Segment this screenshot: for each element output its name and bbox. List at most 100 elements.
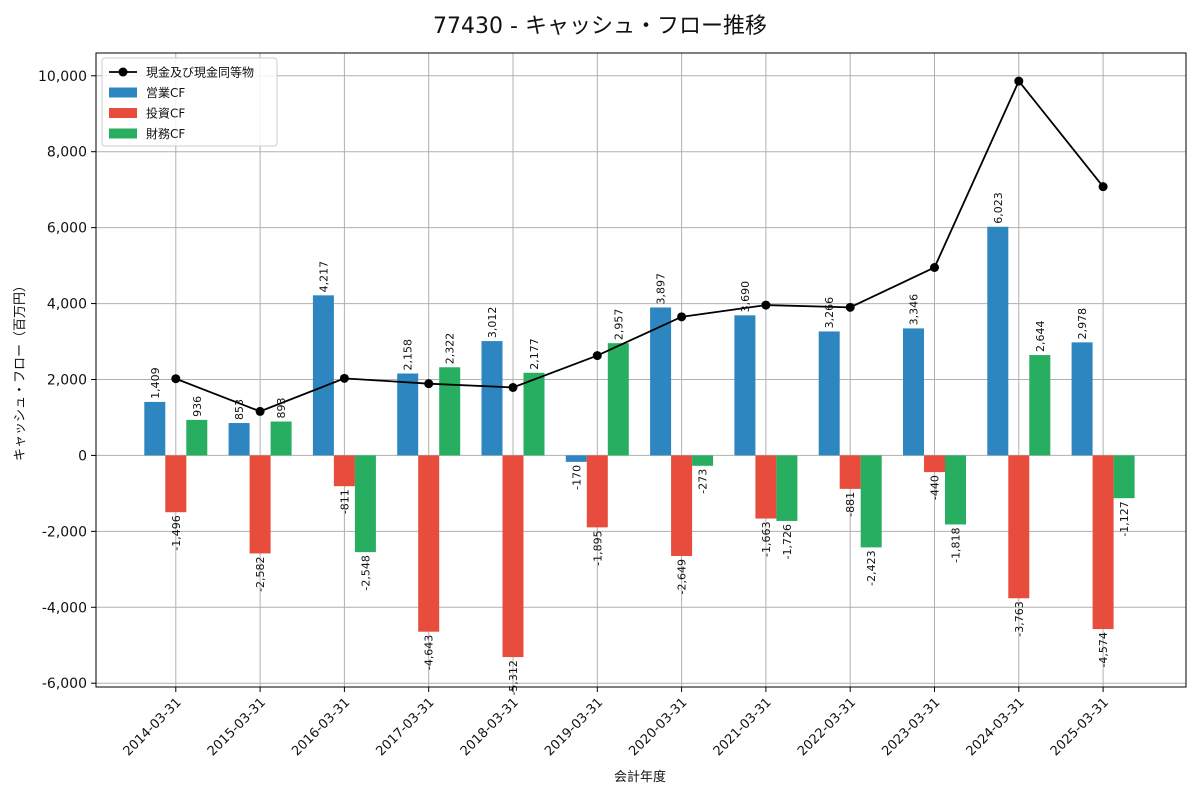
x-tick-label: 2025-03-31 xyxy=(1048,695,1112,759)
bar-value-label: -881 xyxy=(844,492,857,517)
bar-投資CF xyxy=(165,455,187,513)
bars-layer xyxy=(144,226,1135,658)
bar-value-label: -170 xyxy=(570,465,583,490)
x-tick-label: 2018-03-31 xyxy=(458,695,522,759)
plot-frame xyxy=(95,52,1187,688)
y-tick-label: 10,000 xyxy=(38,69,87,85)
x-tick-label: 2015-03-31 xyxy=(205,695,269,759)
cash-equivalents-point xyxy=(1098,182,1108,192)
bar-value-label: 2,957 xyxy=(612,309,625,341)
bar-営業CF xyxy=(650,307,672,456)
bar-value-label: 853 xyxy=(233,399,246,420)
bar-営業CF xyxy=(818,331,840,456)
y-axis-label: キャッシュ・フロー（百万円） xyxy=(13,279,28,461)
bar-value-label: 3,690 xyxy=(739,281,752,313)
bar-営業CF xyxy=(481,341,503,456)
x-tick-label: 2020-03-31 xyxy=(626,695,690,759)
bar-投資CF xyxy=(924,455,945,473)
bar-投資CF xyxy=(839,455,861,489)
cash-equivalents-point xyxy=(424,379,434,389)
bar-財務CF xyxy=(354,455,376,553)
bar-投資CF xyxy=(1008,455,1030,599)
x-tick-label: 2014-03-31 xyxy=(121,695,185,759)
bar-投資CF xyxy=(755,455,777,519)
bar-value-label: 2,978 xyxy=(1076,308,1089,340)
bar-value-label: 1,409 xyxy=(149,367,162,399)
bar-value-label: -2,582 xyxy=(254,556,267,591)
bar-value-label: -3,763 xyxy=(1013,601,1026,636)
cash-equivalents-point xyxy=(845,302,855,312)
y-tick-label: 2,000 xyxy=(47,372,87,388)
bar-営業CF xyxy=(734,315,756,456)
x-tick-label: 2016-03-31 xyxy=(289,695,353,759)
bar-財務CF xyxy=(1029,355,1051,456)
bar-投資CF xyxy=(671,455,693,556)
bar-value-label: 2,322 xyxy=(444,333,457,365)
bar-財務CF xyxy=(776,455,798,521)
cash-equivalents-line xyxy=(175,79,1104,413)
x-tick-label: 2022-03-31 xyxy=(795,695,859,759)
x-tick-label: 2024-03-31 xyxy=(964,695,1028,759)
bar-value-label: 3,897 xyxy=(655,273,668,305)
legend-box xyxy=(101,57,278,147)
bar-営業CF xyxy=(565,455,587,462)
bar-value-label: 2,644 xyxy=(1034,321,1047,353)
bar-財務CF xyxy=(439,367,461,456)
bar-value-label: -1,818 xyxy=(950,527,963,562)
bar-value-label: -1,895 xyxy=(591,530,604,565)
bar-value-label: -2,649 xyxy=(676,559,689,594)
bar-value-label: -811 xyxy=(338,489,351,514)
bar-財務CF xyxy=(186,419,208,456)
bar-投資CF xyxy=(333,455,355,487)
bar-value-label: 893 xyxy=(275,398,288,419)
bar-投資CF xyxy=(586,455,608,528)
x-tick-label: 2021-03-31 xyxy=(711,695,775,759)
bar-営業CF xyxy=(312,295,334,456)
bar-投資CF xyxy=(418,455,440,632)
y-tick-label: 8,000 xyxy=(47,145,87,161)
bar-value-label: -2,423 xyxy=(865,550,878,585)
cash-equivalents-point xyxy=(508,382,518,392)
bar-営業CF xyxy=(144,401,166,456)
cash-equivalents-point xyxy=(339,373,349,383)
bar-財務CF xyxy=(607,343,629,456)
cash-equivalents-point xyxy=(1014,76,1024,86)
y-tick-label: -6,000 xyxy=(42,676,87,692)
data-labels-layer: 1,409 853 4,217 2,158 3,012 -170 3,897 3,690 3,2… xyxy=(149,192,1131,695)
bar-value-label: 4,217 xyxy=(317,261,330,293)
bar-営業CF xyxy=(397,373,419,456)
bar-value-label: -1,726 xyxy=(781,524,794,559)
bar-value-label: 2,177 xyxy=(528,338,541,370)
bar-value-label: -440 xyxy=(929,475,942,500)
legend-label: 財務CF xyxy=(146,126,185,141)
bar-財務CF xyxy=(945,455,966,525)
bar-財務CF xyxy=(860,455,882,548)
bar-営業CF xyxy=(228,423,250,456)
bar-営業CF xyxy=(987,226,1009,456)
cash-equivalents-point xyxy=(761,300,771,310)
bar-value-label: 936 xyxy=(191,396,204,417)
legend-swatch xyxy=(109,108,137,118)
bar-財務CF xyxy=(1113,455,1135,499)
x-axis-label: 会計年度 xyxy=(614,769,666,785)
bar-value-label: -1,496 xyxy=(170,515,183,550)
bar-value-label: -1,127 xyxy=(1118,501,1131,536)
bar-value-label: -2,548 xyxy=(359,555,372,590)
bar-value-label: -4,574 xyxy=(1097,632,1110,667)
cash-equivalents-point xyxy=(930,262,939,272)
y-tick-label: -4,000 xyxy=(42,600,87,616)
bar-value-label: 2,158 xyxy=(402,339,415,371)
bar-財務CF xyxy=(692,455,714,466)
legend-marker xyxy=(118,67,128,77)
x-tick-label: 2023-03-31 xyxy=(879,695,943,759)
legend-swatch xyxy=(109,87,137,98)
x-tick-label: 2017-03-31 xyxy=(373,695,437,759)
bar-value-label: 3,266 xyxy=(823,297,836,329)
bar-value-label: 3,012 xyxy=(486,307,499,339)
cash-equivalents-point xyxy=(171,374,181,384)
bar-value-label: 6,023 xyxy=(992,192,1005,224)
legend-label: 投資CF xyxy=(146,106,185,121)
